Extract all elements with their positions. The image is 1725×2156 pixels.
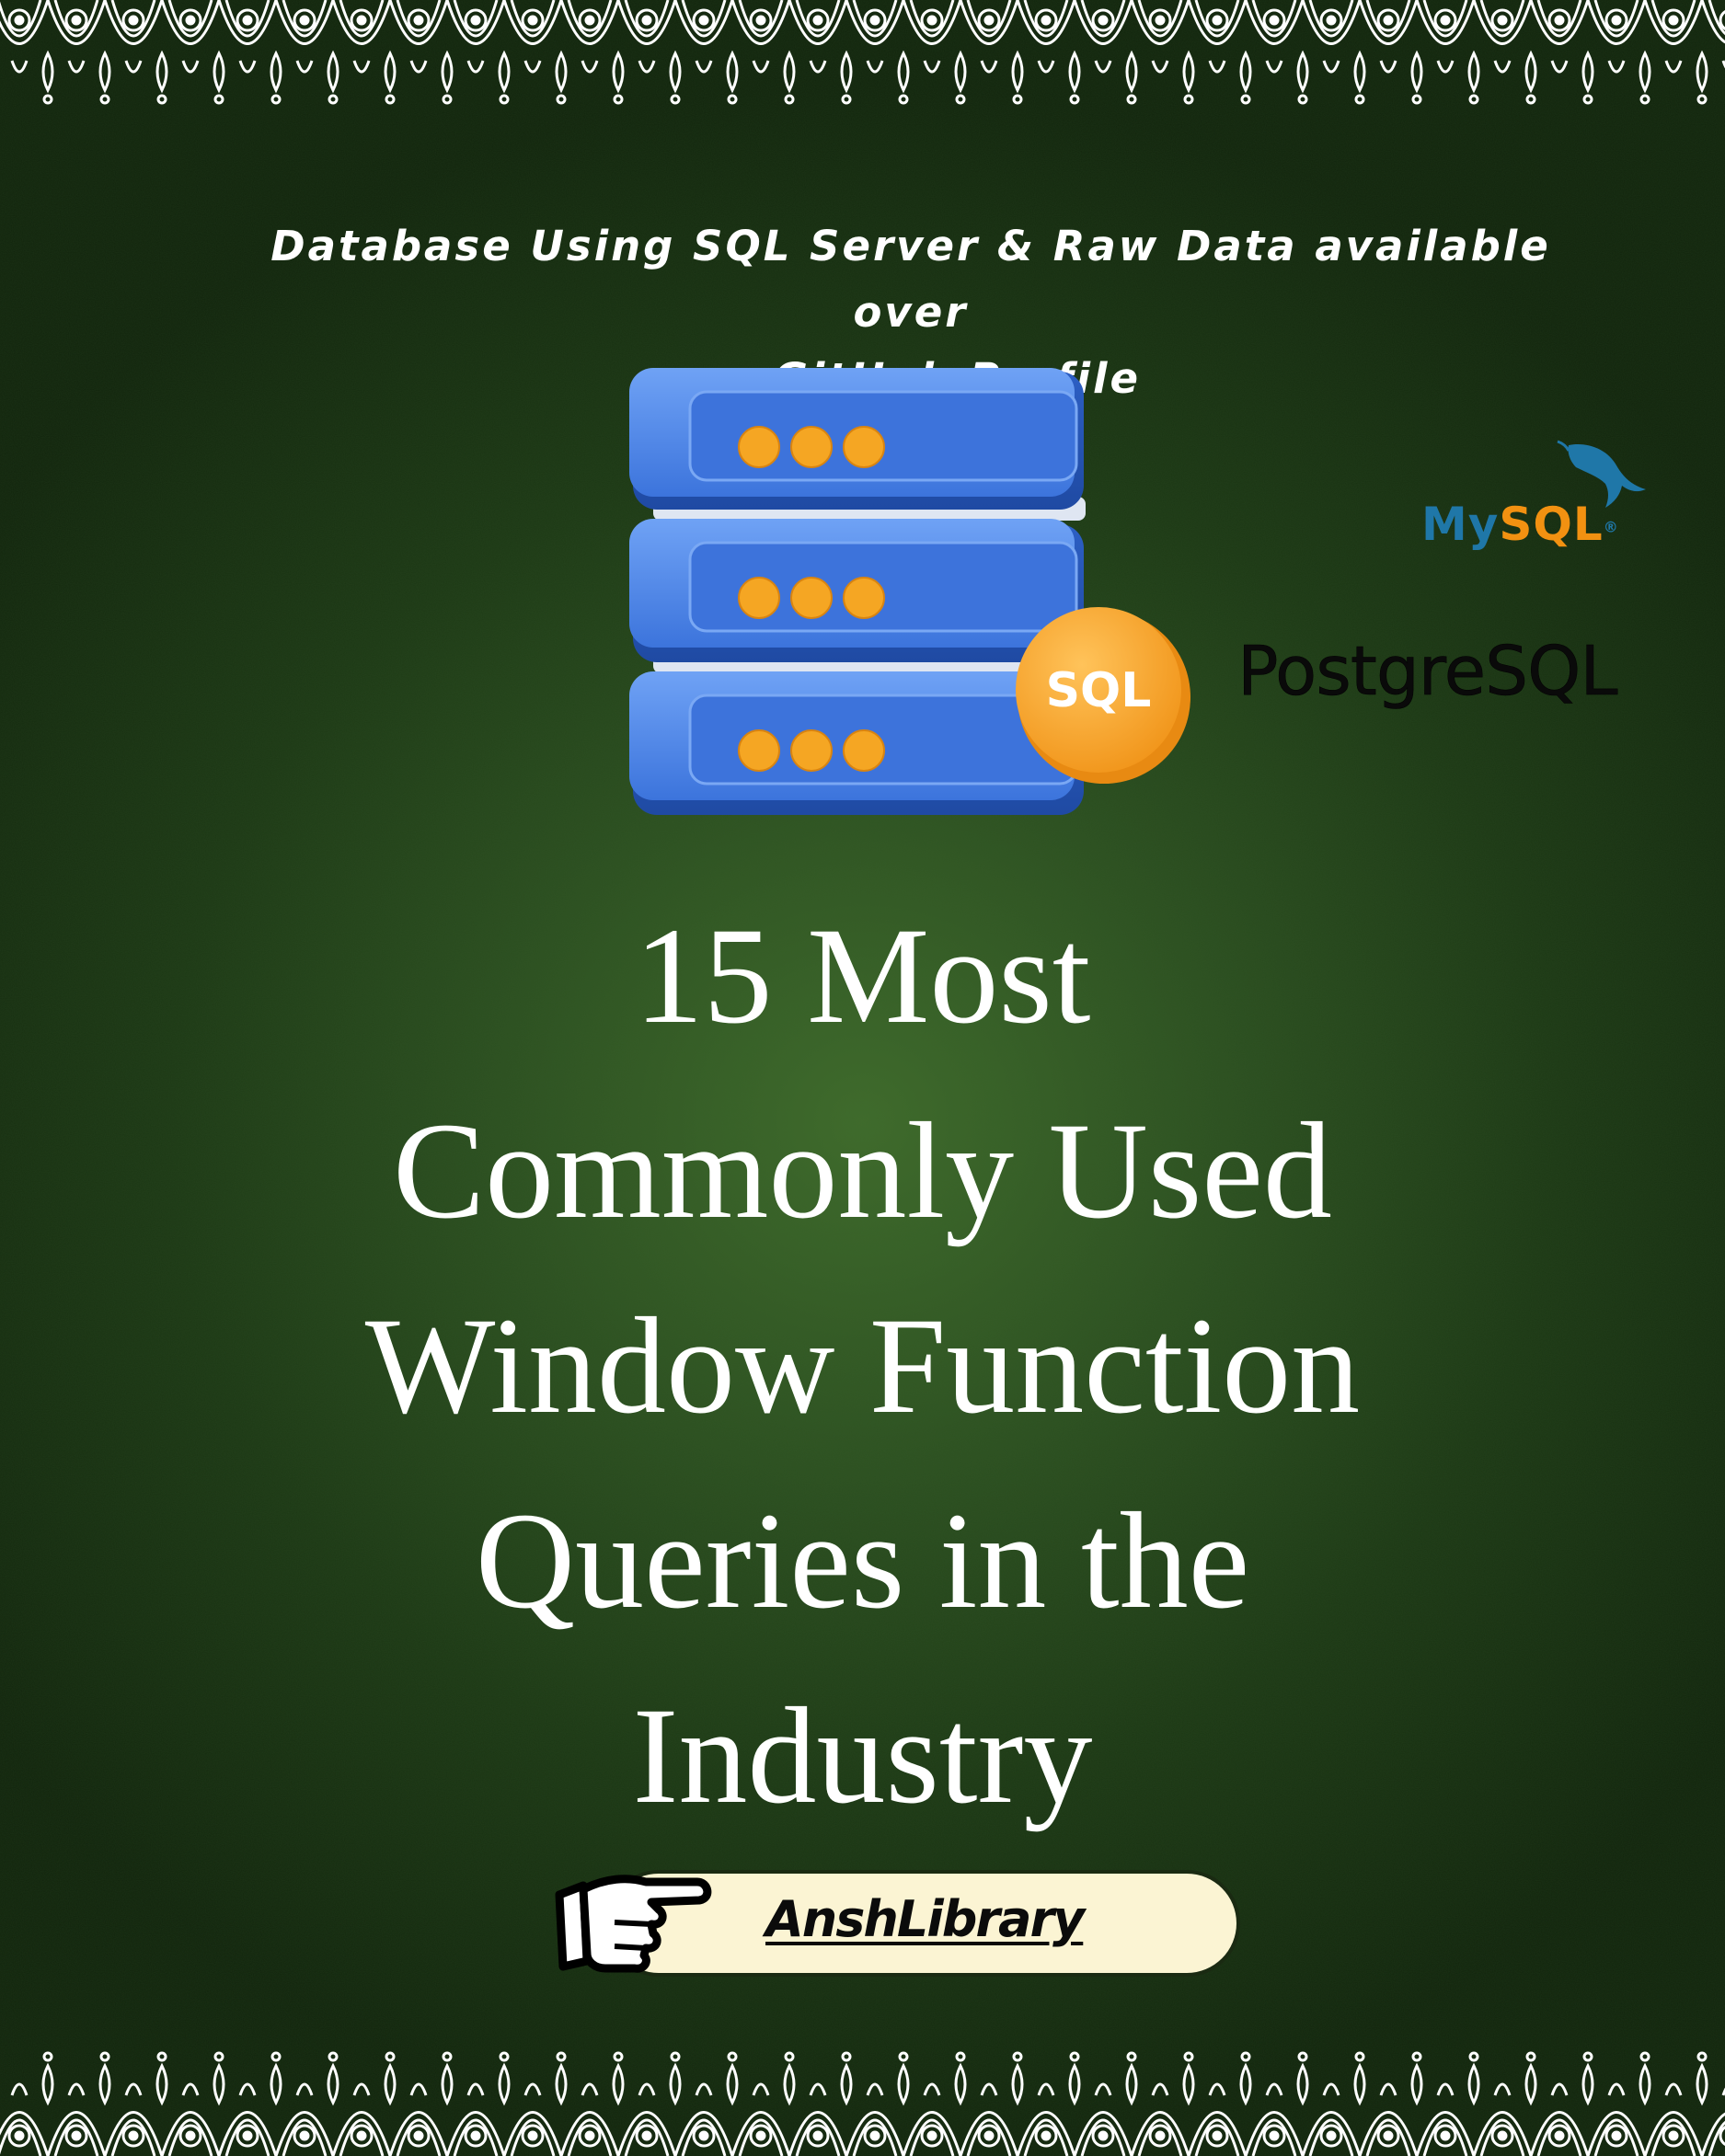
subtitle: Database Using SQL Server & Raw Data ava… (258, 213, 1564, 412)
author-label[interactable]: AnshLibrary (765, 1890, 1085, 1948)
title-line-5: Industry (632, 1680, 1093, 1832)
sql-badge-text: SQL (1046, 663, 1152, 718)
database-server-icon: SQL (629, 368, 1190, 815)
mysql-wordmark: MySQL® (1421, 497, 1619, 556)
author-link-button[interactable]: AnshLibrary (609, 1874, 1236, 1973)
title-line-3: Window Function (364, 1290, 1361, 1442)
ornamental-border-top (0, 0, 1725, 120)
mysql-logo: MySQL® (1421, 440, 1651, 568)
mysql-my: My (1421, 498, 1500, 551)
title-line-2: Commonly Used (393, 1095, 1332, 1247)
dolphin-icon (1557, 440, 1646, 508)
title-line-4: Queries in the (475, 1485, 1250, 1637)
registered-mark: ® (1603, 518, 1619, 536)
postgresql-logo: PostgreSQL (1237, 632, 1618, 712)
mysql-sql: SQL (1499, 498, 1604, 551)
ornamental-border-bottom (0, 2036, 1725, 2156)
title-line-1: 15 Most (634, 900, 1091, 1052)
pointing-hand-icon (555, 1875, 712, 1973)
subtitle-line-1: Database Using SQL Server & Raw Data ava… (270, 222, 1551, 337)
main-title: 15 Most Commonly Used Window Function Qu… (276, 878, 1449, 1853)
